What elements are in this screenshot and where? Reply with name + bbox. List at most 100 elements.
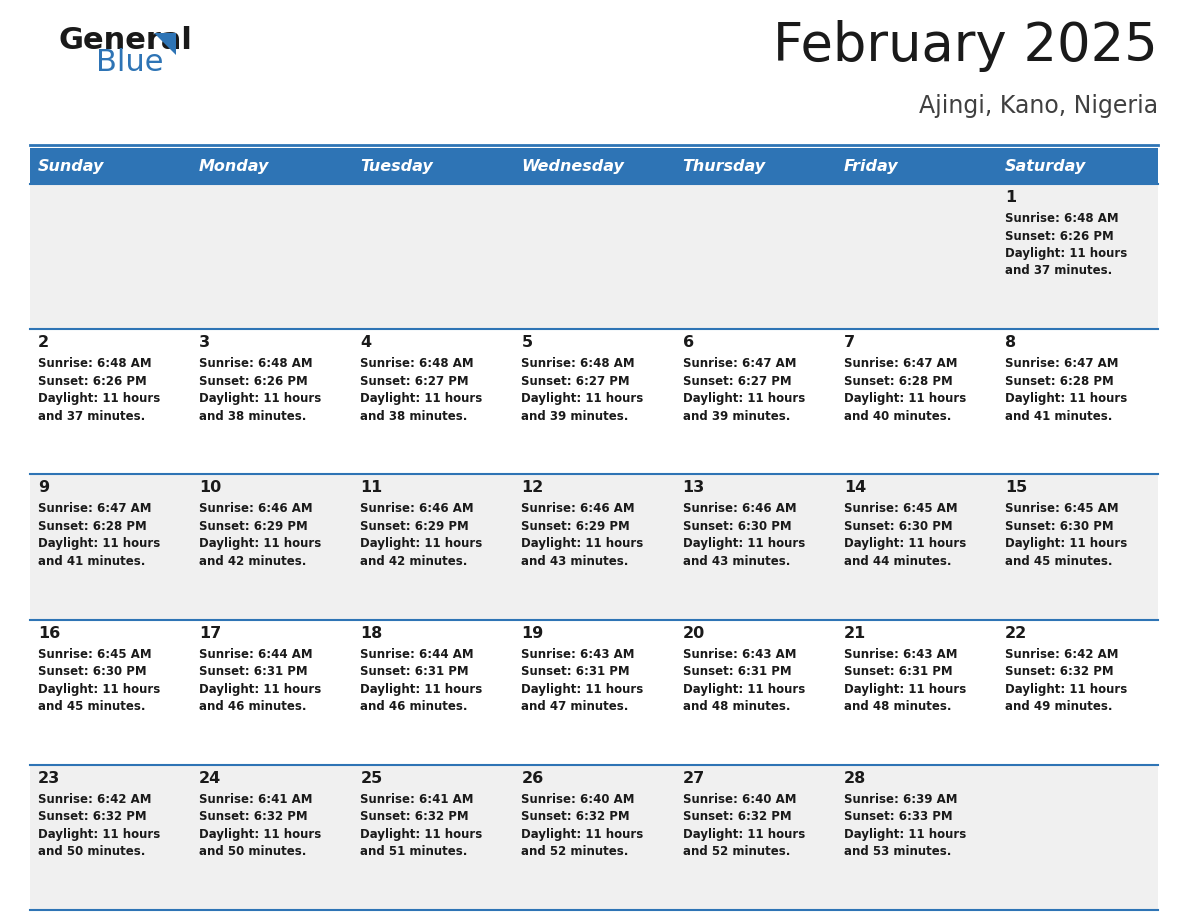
Text: Sunset: 6:26 PM: Sunset: 6:26 PM	[200, 375, 308, 387]
Text: 23: 23	[38, 771, 61, 786]
Text: Blue: Blue	[96, 48, 164, 77]
Text: 11: 11	[360, 480, 383, 496]
Text: Sunset: 6:27 PM: Sunset: 6:27 PM	[522, 375, 630, 387]
Bar	[30, 620, 1158, 765]
Text: and 43 minutes.: and 43 minutes.	[683, 554, 790, 568]
Text: Daylight: 11 hours: Daylight: 11 hours	[522, 537, 644, 551]
Text: Daylight: 11 hours: Daylight: 11 hours	[1005, 537, 1127, 551]
Text: Sunrise: 6:47 AM: Sunrise: 6:47 AM	[843, 357, 958, 370]
Text: and 53 minutes.: and 53 minutes.	[843, 845, 952, 858]
Text: Daylight: 11 hours: Daylight: 11 hours	[200, 683, 322, 696]
Text: and 37 minutes.: and 37 minutes.	[38, 409, 145, 422]
Text: Daylight: 11 hours: Daylight: 11 hours	[683, 828, 804, 841]
Text: Daylight: 11 hours: Daylight: 11 hours	[38, 828, 160, 841]
Text: and 46 minutes.: and 46 minutes.	[360, 700, 468, 713]
Text: February 2025: February 2025	[773, 20, 1158, 72]
Text: 13: 13	[683, 480, 704, 496]
Text: Sunset: 6:26 PM: Sunset: 6:26 PM	[38, 375, 147, 387]
Text: 26: 26	[522, 771, 544, 786]
Text: Sunrise: 6:46 AM: Sunrise: 6:46 AM	[522, 502, 636, 515]
Text: 24: 24	[200, 771, 221, 786]
Text: Daylight: 11 hours: Daylight: 11 hours	[200, 392, 322, 405]
Text: Sunrise: 6:43 AM: Sunrise: 6:43 AM	[522, 647, 634, 661]
Text: Ajingi, Kano, Nigeria: Ajingi, Kano, Nigeria	[918, 94, 1158, 118]
Text: Daylight: 11 hours: Daylight: 11 hours	[360, 392, 482, 405]
Text: Sunrise: 6:47 AM: Sunrise: 6:47 AM	[38, 502, 152, 515]
Text: Daylight: 11 hours: Daylight: 11 hours	[38, 392, 160, 405]
Text: Sunday: Sunday	[38, 159, 105, 174]
Text: Sunset: 6:29 PM: Sunset: 6:29 PM	[360, 520, 469, 533]
Text: 21: 21	[843, 625, 866, 641]
Text: and 49 minutes.: and 49 minutes.	[1005, 700, 1112, 713]
Text: Sunset: 6:32 PM: Sunset: 6:32 PM	[683, 811, 791, 823]
Text: and 41 minutes.: and 41 minutes.	[38, 554, 145, 568]
Text: Sunrise: 6:44 AM: Sunrise: 6:44 AM	[360, 647, 474, 661]
Text: Sunrise: 6:46 AM: Sunrise: 6:46 AM	[360, 502, 474, 515]
Bar	[30, 184, 1158, 330]
Text: Sunset: 6:28 PM: Sunset: 6:28 PM	[1005, 375, 1113, 387]
Text: and 39 minutes.: and 39 minutes.	[522, 409, 628, 422]
Text: Sunrise: 6:48 AM: Sunrise: 6:48 AM	[38, 357, 152, 370]
Text: 8: 8	[1005, 335, 1016, 350]
Text: and 42 minutes.: and 42 minutes.	[200, 554, 307, 568]
Text: Sunrise: 6:47 AM: Sunrise: 6:47 AM	[683, 357, 796, 370]
Text: Sunrise: 6:48 AM: Sunrise: 6:48 AM	[522, 357, 636, 370]
Bar	[30, 148, 1158, 184]
Text: Sunrise: 6:45 AM: Sunrise: 6:45 AM	[843, 502, 958, 515]
Text: and 51 minutes.: and 51 minutes.	[360, 845, 468, 858]
Text: and 45 minutes.: and 45 minutes.	[1005, 554, 1112, 568]
Text: Sunset: 6:31 PM: Sunset: 6:31 PM	[200, 666, 308, 678]
Text: and 40 minutes.: and 40 minutes.	[843, 409, 952, 422]
Bar	[30, 330, 1158, 475]
Text: Sunset: 6:32 PM: Sunset: 6:32 PM	[360, 811, 469, 823]
Text: Sunrise: 6:46 AM: Sunrise: 6:46 AM	[200, 502, 312, 515]
Text: and 44 minutes.: and 44 minutes.	[843, 554, 952, 568]
Text: Wednesday: Wednesday	[522, 159, 625, 174]
Text: Sunset: 6:30 PM: Sunset: 6:30 PM	[683, 520, 791, 533]
Text: 4: 4	[360, 335, 372, 350]
Text: Sunset: 6:30 PM: Sunset: 6:30 PM	[38, 666, 146, 678]
Text: 1: 1	[1005, 190, 1016, 205]
Text: Daylight: 11 hours: Daylight: 11 hours	[200, 537, 322, 551]
Text: Sunrise: 6:44 AM: Sunrise: 6:44 AM	[200, 647, 312, 661]
Text: Daylight: 11 hours: Daylight: 11 hours	[522, 683, 644, 696]
Text: Sunrise: 6:48 AM: Sunrise: 6:48 AM	[200, 357, 312, 370]
Text: Sunset: 6:31 PM: Sunset: 6:31 PM	[843, 666, 953, 678]
Text: Sunset: 6:32 PM: Sunset: 6:32 PM	[522, 811, 630, 823]
Text: 7: 7	[843, 335, 855, 350]
Text: 14: 14	[843, 480, 866, 496]
Text: Sunrise: 6:45 AM: Sunrise: 6:45 AM	[1005, 502, 1118, 515]
Text: Sunset: 6:28 PM: Sunset: 6:28 PM	[843, 375, 953, 387]
Text: Monday: Monday	[200, 159, 270, 174]
Text: Sunset: 6:31 PM: Sunset: 6:31 PM	[683, 666, 791, 678]
Text: 20: 20	[683, 625, 704, 641]
Text: and 41 minutes.: and 41 minutes.	[1005, 409, 1112, 422]
Text: Sunset: 6:32 PM: Sunset: 6:32 PM	[1005, 666, 1113, 678]
Text: Thursday: Thursday	[683, 159, 766, 174]
Text: Friday: Friday	[843, 159, 898, 174]
Text: and 50 minutes.: and 50 minutes.	[38, 845, 145, 858]
Text: Sunrise: 6:46 AM: Sunrise: 6:46 AM	[683, 502, 796, 515]
Text: 17: 17	[200, 625, 221, 641]
Text: Daylight: 11 hours: Daylight: 11 hours	[683, 537, 804, 551]
Text: Tuesday: Tuesday	[360, 159, 434, 174]
Text: and 38 minutes.: and 38 minutes.	[360, 409, 468, 422]
Text: 10: 10	[200, 480, 221, 496]
Text: 28: 28	[843, 771, 866, 786]
Text: and 52 minutes.: and 52 minutes.	[683, 845, 790, 858]
Text: Sunset: 6:27 PM: Sunset: 6:27 PM	[360, 375, 469, 387]
Text: Sunset: 6:28 PM: Sunset: 6:28 PM	[38, 520, 147, 533]
Text: Daylight: 11 hours: Daylight: 11 hours	[522, 392, 644, 405]
Text: Sunset: 6:31 PM: Sunset: 6:31 PM	[522, 666, 630, 678]
Text: 3: 3	[200, 335, 210, 350]
Text: Sunrise: 6:41 AM: Sunrise: 6:41 AM	[360, 793, 474, 806]
Text: Saturday: Saturday	[1005, 159, 1086, 174]
Text: Sunrise: 6:48 AM: Sunrise: 6:48 AM	[360, 357, 474, 370]
Text: and 50 minutes.: and 50 minutes.	[200, 845, 307, 858]
Text: Sunset: 6:30 PM: Sunset: 6:30 PM	[1005, 520, 1113, 533]
Text: Sunrise: 6:43 AM: Sunrise: 6:43 AM	[843, 647, 958, 661]
Text: 15: 15	[1005, 480, 1028, 496]
Text: Sunset: 6:29 PM: Sunset: 6:29 PM	[522, 520, 630, 533]
Text: Sunset: 6:33 PM: Sunset: 6:33 PM	[843, 811, 953, 823]
Text: Daylight: 11 hours: Daylight: 11 hours	[360, 683, 482, 696]
